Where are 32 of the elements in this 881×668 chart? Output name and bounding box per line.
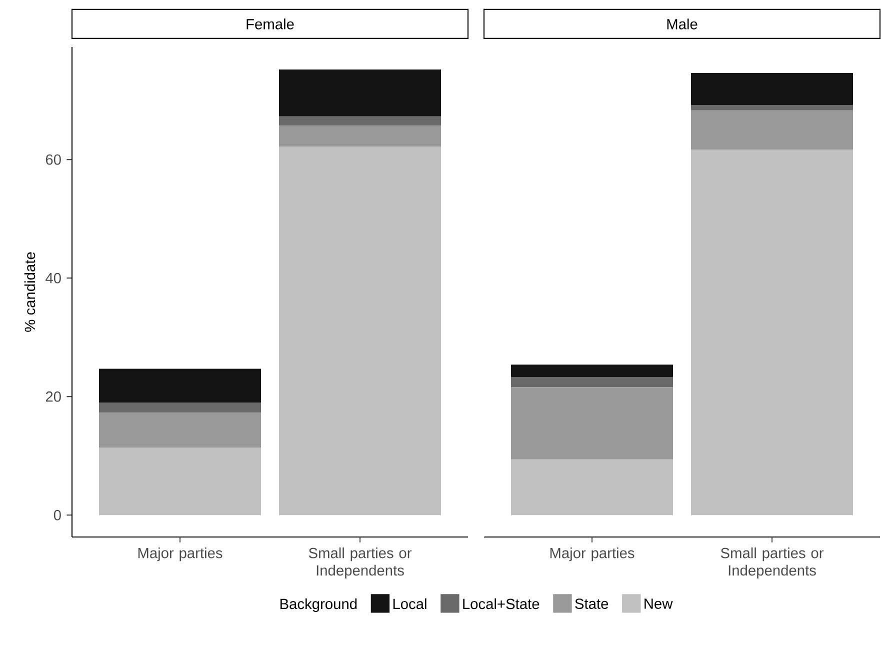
x-tick-label: Major parties xyxy=(138,547,222,562)
bar xyxy=(691,105,854,110)
bar xyxy=(511,387,674,460)
bar xyxy=(279,70,442,116)
x-tick-label: Major parties xyxy=(550,547,634,562)
chart-title: Female xyxy=(246,18,294,30)
bar xyxy=(279,126,442,147)
bar xyxy=(99,368,262,402)
bar xyxy=(99,412,262,448)
x-tick-label: Small parties or Independents xyxy=(720,547,824,578)
bar xyxy=(279,146,442,516)
bar xyxy=(511,377,674,388)
y-axis-title: % candidate xyxy=(24,252,36,332)
y-tick-label: 60 xyxy=(46,154,61,165)
bar xyxy=(691,149,854,516)
y-tick-label: 40 xyxy=(46,272,61,284)
legend-label: Local+State xyxy=(463,598,540,610)
bar xyxy=(279,116,442,126)
bar xyxy=(99,448,262,516)
bar xyxy=(691,110,854,150)
legend-label: New xyxy=(644,598,673,609)
y-tick-label: 0 xyxy=(54,510,61,520)
legend-label: State xyxy=(575,598,608,609)
bar xyxy=(511,459,674,516)
chart-title: Male xyxy=(667,18,698,30)
legend-title: Background xyxy=(280,598,357,612)
y-tick-label: 20 xyxy=(46,391,61,402)
x-tick-label: Small parties or Independents xyxy=(308,547,412,578)
bar xyxy=(99,402,262,413)
bar xyxy=(511,364,674,378)
legend-label: Local xyxy=(393,598,426,610)
bar xyxy=(691,73,854,106)
